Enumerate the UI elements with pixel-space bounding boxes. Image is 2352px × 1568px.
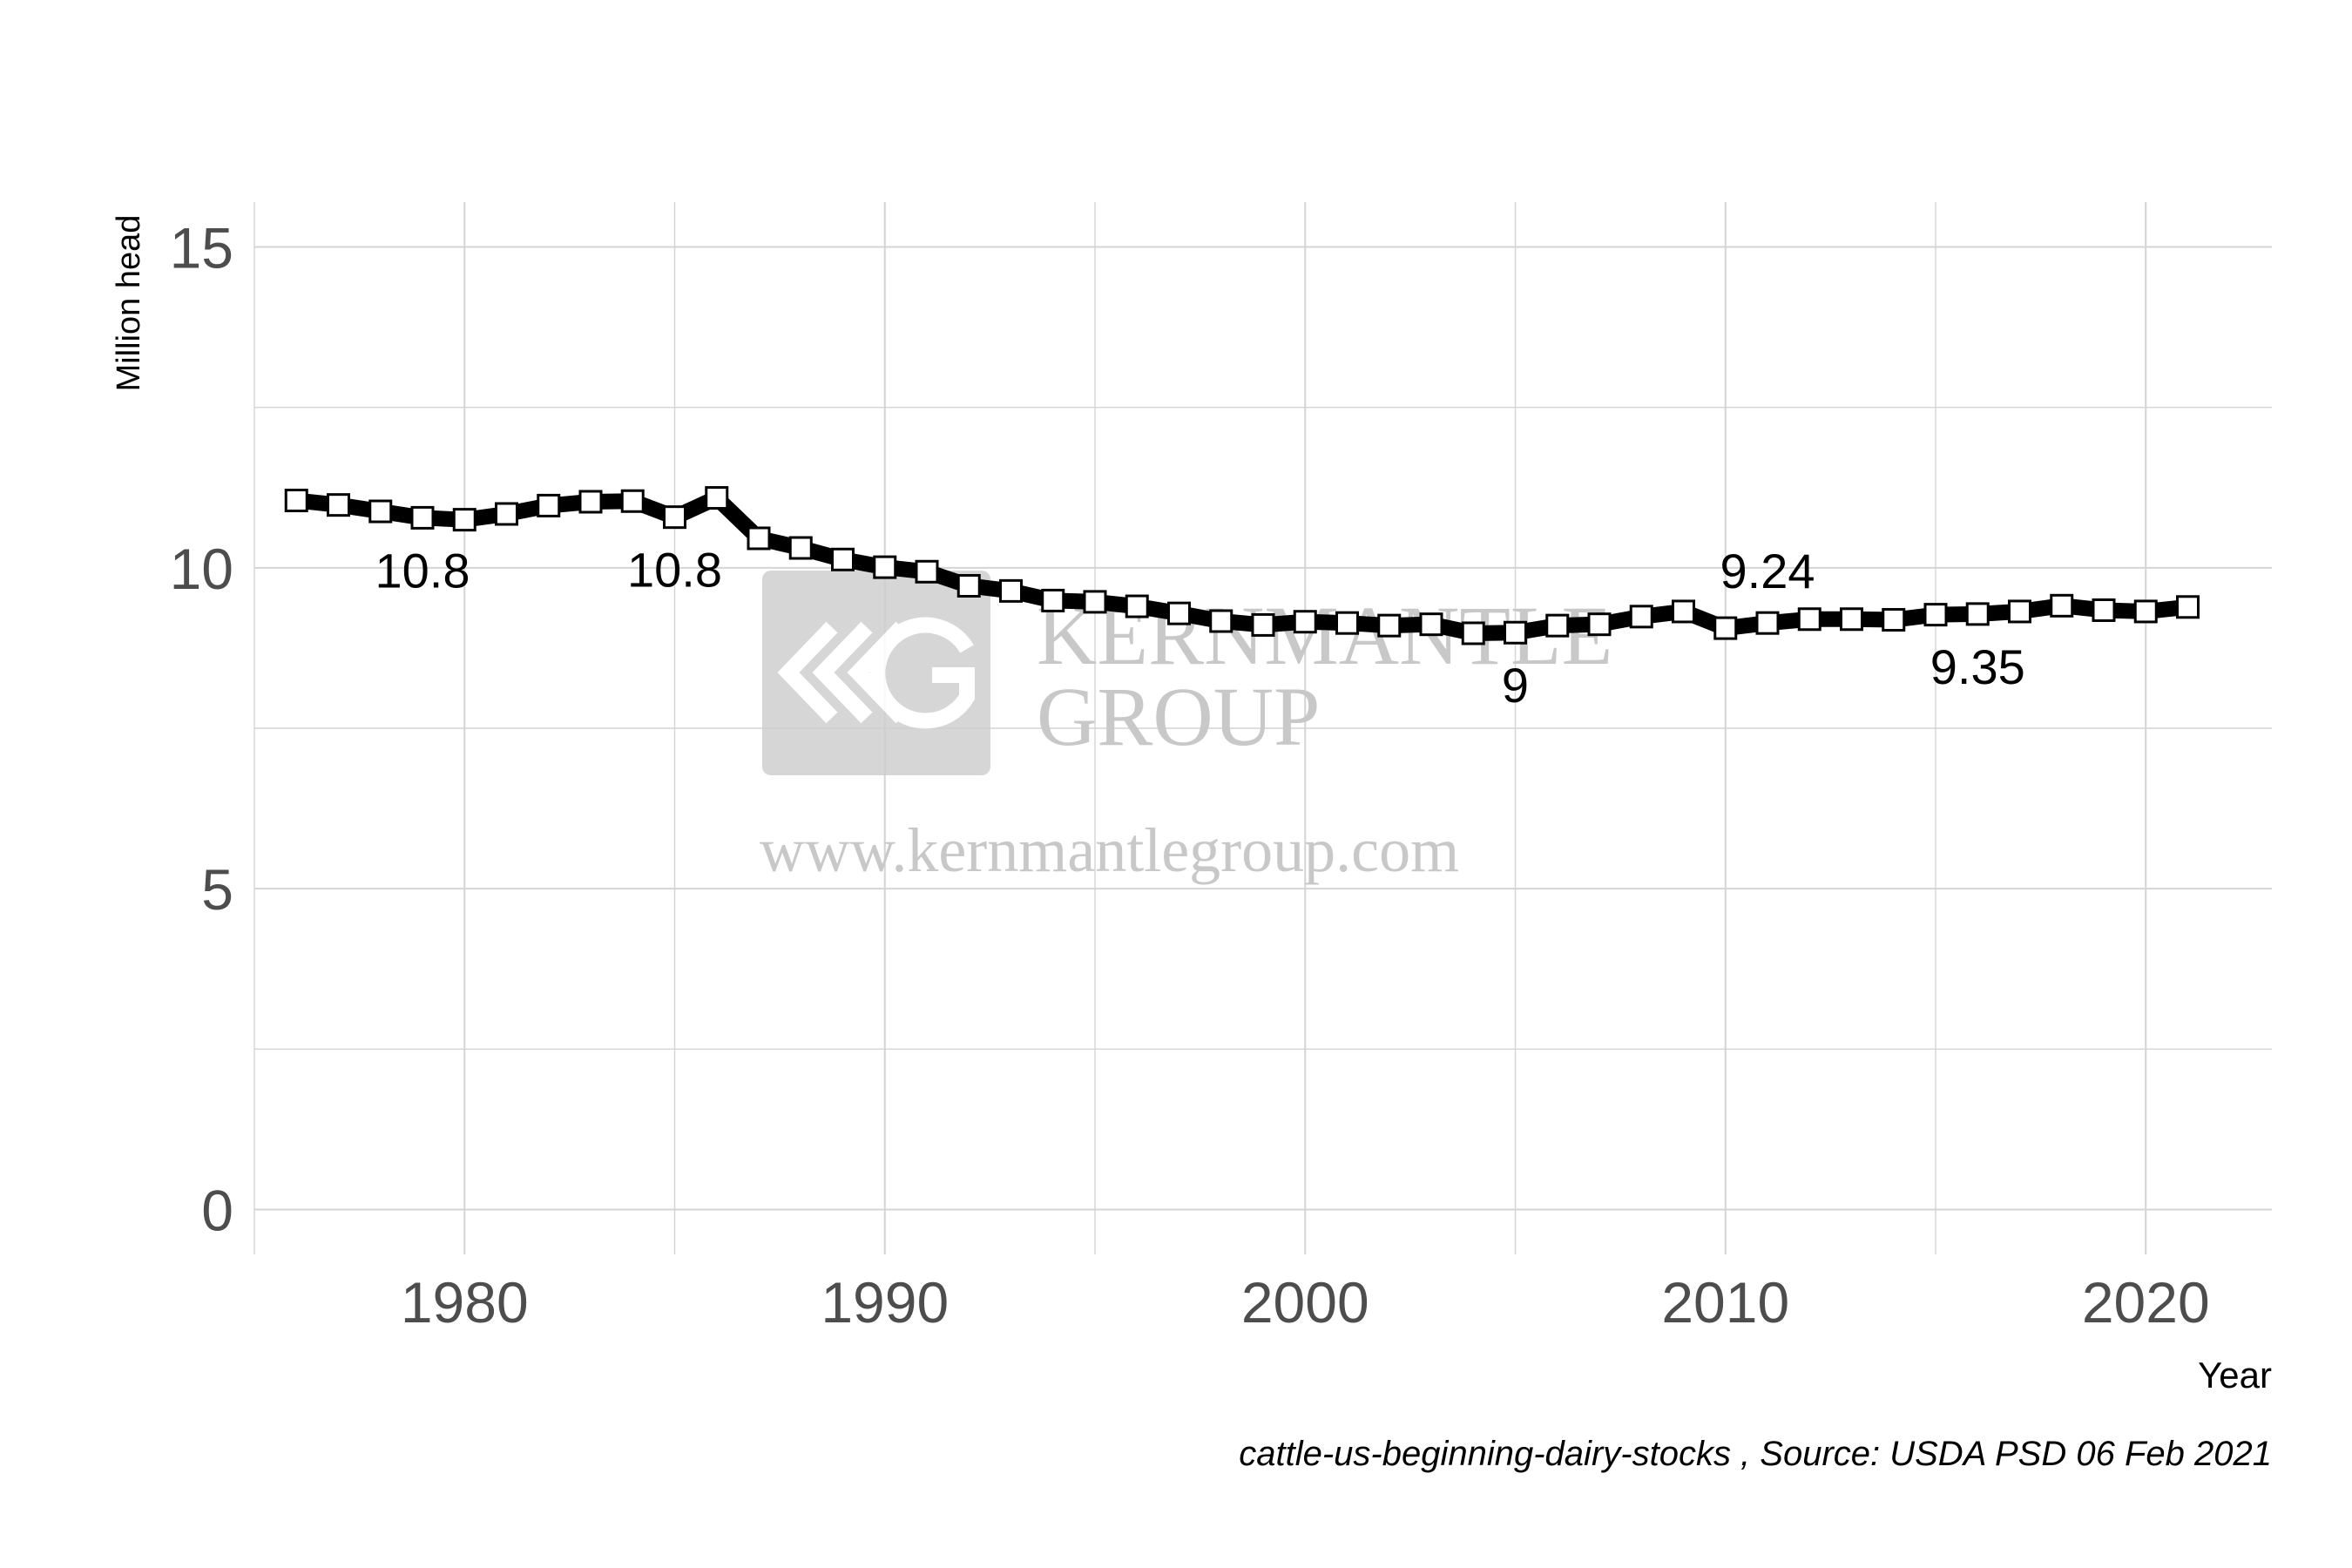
- data-point: [1882, 608, 1906, 632]
- data-label: 9.24: [1720, 544, 1815, 598]
- data-point: [1125, 594, 1149, 618]
- axis-ticks: 0 5 10 15 1980 1990 2000 2010 2020: [170, 216, 2210, 1335]
- data-point: [747, 526, 771, 551]
- data-point: [1755, 611, 1780, 635]
- data-point: [1713, 616, 1738, 640]
- x-axis-title: Year: [2198, 1355, 2272, 1396]
- y-axis-title: Million head: [111, 215, 147, 392]
- series-line: [288, 490, 2196, 641]
- y-tick-label: 10: [170, 537, 233, 601]
- data-point: [1167, 601, 1191, 625]
- data-point: [327, 493, 350, 517]
- data-point: [1293, 610, 1317, 634]
- data-label: 9: [1502, 658, 1529, 713]
- data-label: 10.8: [627, 543, 722, 598]
- data-point: [1419, 612, 1443, 637]
- series-layer: [284, 486, 2200, 645]
- data-point: [1504, 620, 1527, 645]
- y-tick-label: 15: [170, 216, 233, 280]
- data-point: [2092, 598, 2116, 622]
- x-tick-label: 2020: [2082, 1270, 2210, 1335]
- data-point: [2176, 595, 2200, 619]
- y-tick-label: 0: [201, 1178, 233, 1242]
- data-point: [1251, 612, 1275, 637]
- data-point: [495, 502, 518, 526]
- data-point: [1672, 599, 1695, 624]
- data-point: [1545, 613, 1570, 638]
- data-point: [452, 508, 476, 532]
- x-tick-label: 1980: [401, 1270, 529, 1335]
- data-point: [1335, 611, 1359, 635]
- data-point: [999, 578, 1023, 603]
- data-point: [1083, 590, 1107, 614]
- data-point: [2008, 599, 2031, 624]
- data-point: [788, 536, 813, 560]
- data-point: [873, 555, 897, 579]
- data-point: [1965, 602, 1990, 626]
- x-tick-label: 1990: [821, 1270, 949, 1335]
- data-point: [1840, 607, 1863, 632]
- data-point: [915, 559, 939, 584]
- x-tick-label: 2010: [1661, 1270, 1789, 1335]
- data-point: [1587, 612, 1612, 637]
- data-label: 10.8: [375, 543, 470, 598]
- watermark-company-group: GROUP: [1037, 670, 1320, 763]
- data-point: [705, 486, 729, 510]
- data-point: [537, 493, 561, 517]
- data-point: [2133, 599, 2158, 624]
- data-point: [1629, 605, 1653, 629]
- chart-caption: cattle-us-beginning-dairy-stocks , Sourc…: [1239, 1435, 2272, 1473]
- data-point: [578, 490, 603, 514]
- y-tick-label: 5: [201, 857, 233, 922]
- annotations: 10.8 10.8 9 9.24 9.35: [375, 543, 2025, 713]
- data-label: 9.35: [1930, 639, 2025, 694]
- data-point: [284, 489, 308, 513]
- x-tick-label: 2000: [1241, 1270, 1369, 1335]
- data-point: [1377, 613, 1402, 638]
- watermark-url: www.kernmantlegroup.com: [760, 815, 1459, 885]
- data-point: [1209, 609, 1233, 633]
- data-point: [663, 505, 686, 530]
- data-point: [2050, 593, 2074, 618]
- kernmantle-logo: [762, 571, 990, 775]
- data-point: [1797, 607, 1821, 632]
- data-point: [956, 573, 981, 598]
- data-point: [410, 505, 435, 530]
- data-point: [1461, 621, 1485, 645]
- data-point: [1923, 603, 1948, 627]
- data-point: [1041, 588, 1065, 612]
- data-point: [831, 547, 855, 571]
- data-point: [368, 499, 393, 524]
- grid-lines: [253, 202, 2272, 1254]
- data-point: [620, 489, 645, 513]
